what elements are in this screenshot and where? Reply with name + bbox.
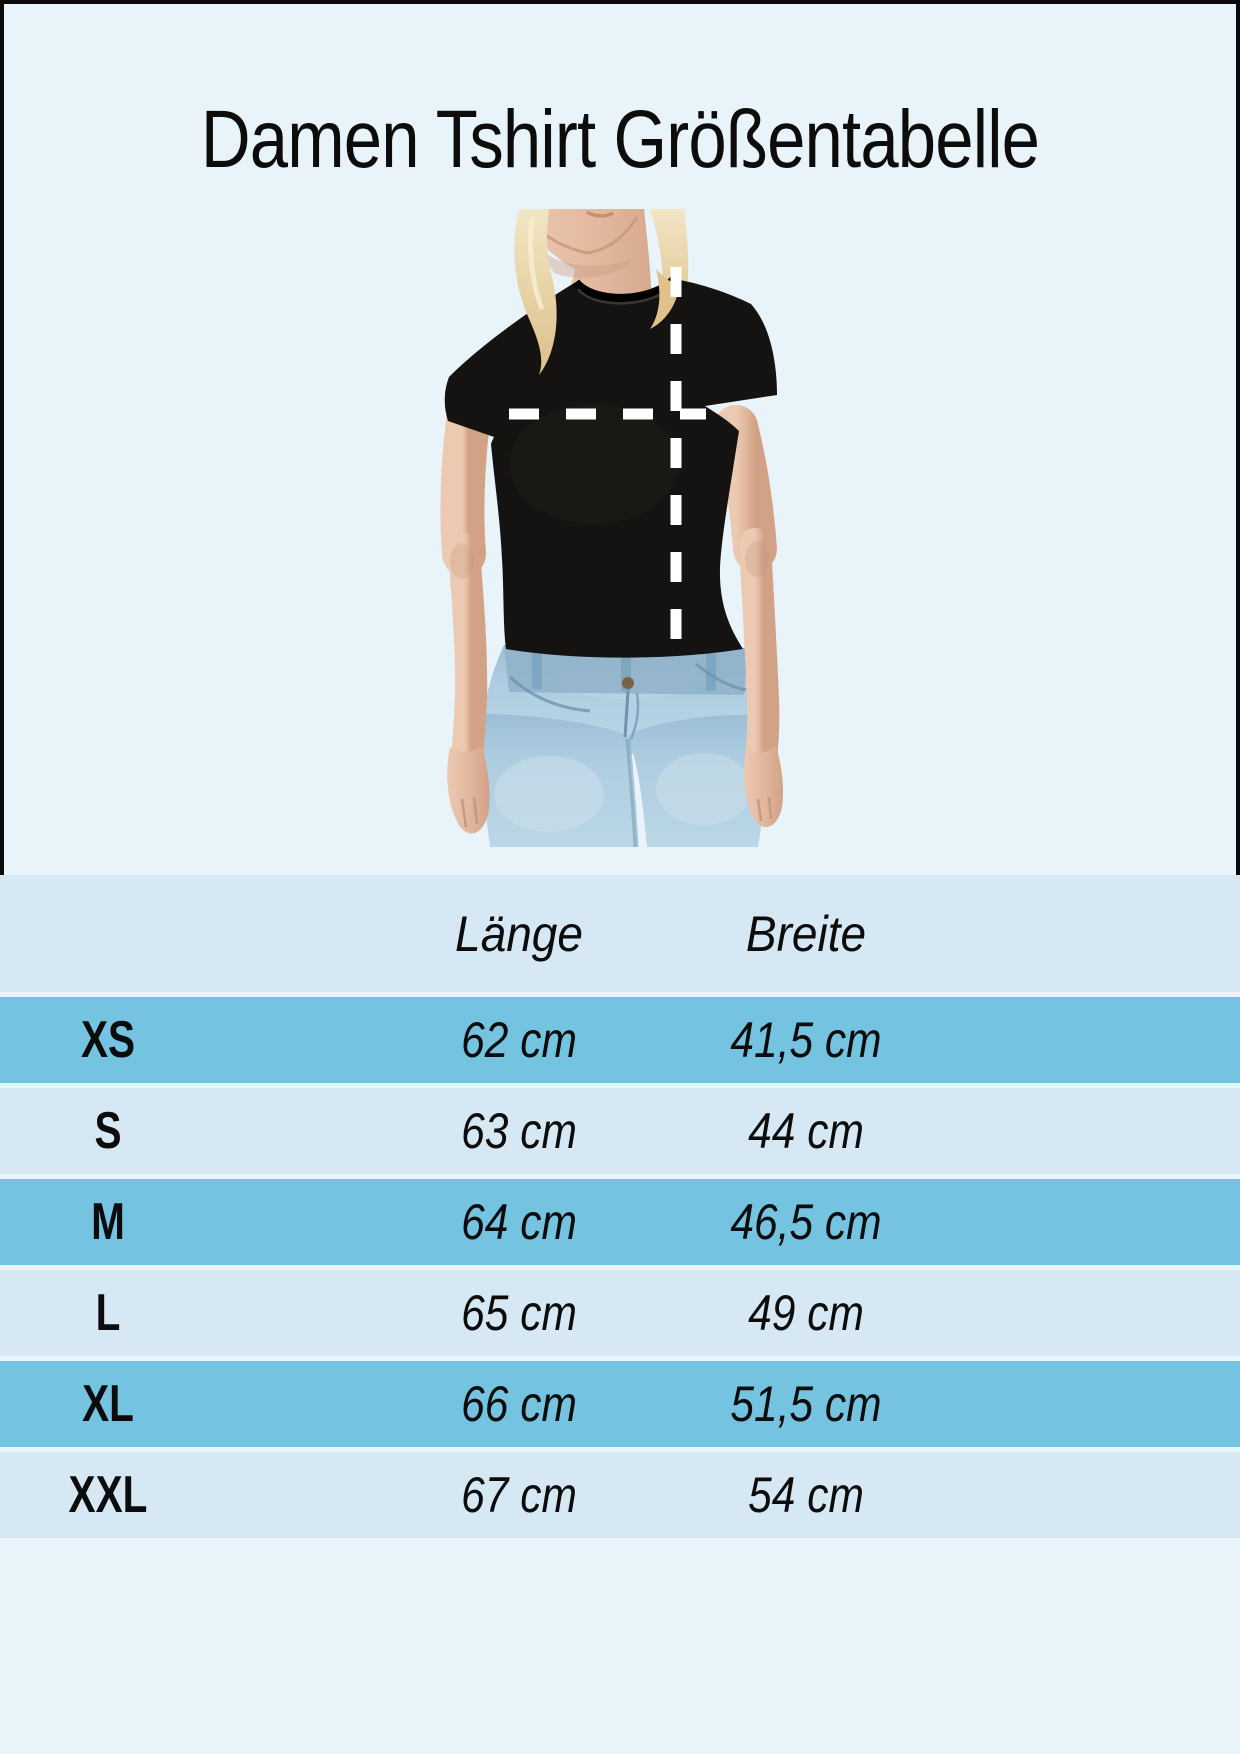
- laenge-cell: 62 cm: [461, 1012, 577, 1068]
- size-cell: S: [94, 1102, 122, 1160]
- arms: [440, 399, 784, 834]
- breite-cell: 41,5 cm: [730, 1012, 882, 1068]
- hair-front: [514, 209, 680, 375]
- size-cell: XS: [80, 1011, 136, 1069]
- column-header-laenge: Länge: [455, 905, 583, 962]
- breite-cell: 54 cm: [748, 1467, 864, 1523]
- size-row-s: S 63 cm 44 cm: [0, 1088, 1240, 1174]
- breite-cell: 46,5 cm: [730, 1194, 882, 1250]
- size-cell: L: [95, 1284, 121, 1342]
- hero-section: Damen Tshirt Größentabelle: [0, 0, 1240, 875]
- jeans-button: [622, 677, 634, 689]
- laenge-cell: 63 cm: [461, 1103, 577, 1159]
- left-hand: [447, 745, 490, 834]
- page-title-text: Damen Tshirt Größentabelle: [200, 93, 1040, 185]
- size-row-xs: XS 62 cm 41,5 cm: [0, 997, 1240, 1083]
- black-tshirt: [444, 276, 777, 658]
- size-row-xxl: XXL 67 cm 54 cm: [0, 1452, 1240, 1538]
- page-title: Damen Tshirt Größentabelle: [4, 93, 1236, 185]
- table-header-row: Länge Breite: [0, 875, 1240, 992]
- size-cell: XL: [82, 1375, 134, 1433]
- laenge-cell: 64 cm: [461, 1194, 577, 1250]
- breite-cell: 51,5 cm: [730, 1376, 882, 1432]
- right-hand: [744, 745, 784, 828]
- size-row-m: M 64 cm 46,5 cm: [0, 1179, 1240, 1265]
- jeans: [481, 645, 770, 847]
- hero-image: [344, 209, 864, 849]
- laenge-cell: 65 cm: [461, 1285, 577, 1341]
- woman-black-tshirt-measurement-photo: [440, 209, 784, 847]
- size-table: Länge Breite XS 62 cm 41,5 cm S 63 cm 44…: [0, 875, 1240, 1543]
- laenge-cell: 66 cm: [461, 1376, 577, 1432]
- size-cell: M: [91, 1193, 125, 1251]
- bottom-spacer: [0, 1538, 1240, 1754]
- size-cell: XXL: [68, 1466, 148, 1524]
- laenge-cell: 67 cm: [461, 1467, 577, 1523]
- column-header-breite: Breite: [745, 905, 867, 962]
- breite-cell: 44 cm: [748, 1103, 864, 1159]
- size-row-l: L 65 cm 49 cm: [0, 1270, 1240, 1356]
- breite-cell: 49 cm: [748, 1285, 864, 1341]
- size-row-xl: XL 66 cm 51,5 cm: [0, 1361, 1240, 1447]
